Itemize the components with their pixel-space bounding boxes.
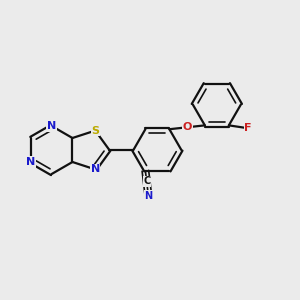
Text: O: O — [183, 122, 192, 132]
Text: N: N — [144, 190, 152, 200]
Text: N: N — [26, 157, 35, 167]
Text: N: N — [91, 164, 100, 174]
Text: S: S — [91, 126, 99, 136]
Text: N: N — [47, 121, 56, 131]
Text: F: F — [244, 123, 252, 133]
Text: C: C — [143, 176, 150, 187]
